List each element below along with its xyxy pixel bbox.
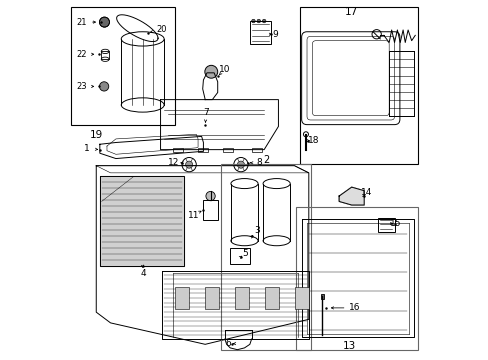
- Circle shape: [262, 19, 265, 23]
- Text: 17: 17: [345, 7, 358, 17]
- Bar: [204, 287, 219, 309]
- Bar: [234, 287, 248, 309]
- Bar: [198, 148, 207, 152]
- Bar: [294, 287, 308, 309]
- Text: 10: 10: [219, 65, 230, 74]
- Polygon shape: [339, 187, 364, 205]
- Text: 18: 18: [307, 136, 319, 145]
- Bar: [71, 7, 175, 125]
- Circle shape: [251, 19, 255, 23]
- Text: 9: 9: [271, 30, 277, 39]
- Text: 5: 5: [242, 249, 248, 258]
- Text: 23: 23: [77, 82, 87, 91]
- Bar: [173, 148, 183, 152]
- Text: 14: 14: [361, 188, 372, 197]
- Text: 11: 11: [187, 211, 199, 220]
- Text: 2: 2: [262, 156, 268, 165]
- Text: 13: 13: [343, 341, 356, 351]
- Bar: [299, 7, 417, 164]
- Text: 19: 19: [89, 130, 102, 140]
- Bar: [221, 164, 310, 350]
- Text: 21: 21: [77, 18, 87, 27]
- Bar: [296, 207, 417, 350]
- Bar: [251, 148, 261, 152]
- Bar: [264, 287, 278, 309]
- Circle shape: [185, 161, 192, 168]
- Text: 15: 15: [389, 219, 401, 228]
- Text: 4: 4: [141, 269, 146, 278]
- Circle shape: [99, 82, 108, 91]
- Circle shape: [257, 19, 260, 23]
- Circle shape: [99, 17, 109, 27]
- Bar: [203, 200, 217, 220]
- Text: 6: 6: [225, 339, 231, 348]
- Text: 3: 3: [254, 225, 259, 234]
- Text: 7: 7: [203, 108, 209, 117]
- Circle shape: [204, 65, 217, 78]
- Bar: [175, 287, 189, 309]
- Polygon shape: [100, 176, 183, 266]
- Bar: [101, 51, 109, 59]
- Text: 1: 1: [83, 144, 89, 153]
- Text: 12: 12: [168, 158, 179, 167]
- Bar: [223, 148, 233, 152]
- Text: 16: 16: [348, 303, 360, 312]
- Circle shape: [205, 192, 215, 201]
- Bar: [320, 294, 324, 298]
- Text: 22: 22: [77, 50, 87, 59]
- Text: 20: 20: [156, 25, 166, 34]
- Circle shape: [237, 161, 244, 168]
- Bar: [230, 248, 249, 264]
- Text: 8: 8: [255, 158, 261, 167]
- Bar: [249, 21, 270, 44]
- Bar: [378, 217, 394, 232]
